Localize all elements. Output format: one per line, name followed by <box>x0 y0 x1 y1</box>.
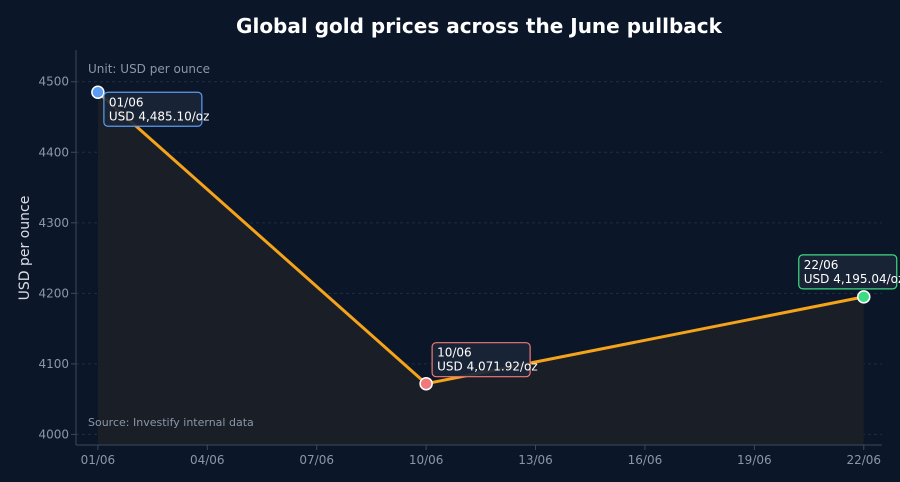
marker-low <box>419 376 433 391</box>
callout-date: 22/06 <box>804 258 839 272</box>
x-tick-label: 04/06 <box>190 453 225 467</box>
callout-box <box>798 254 898 290</box>
y-tick-label: 4400 <box>38 145 69 159</box>
area-under-line <box>97 92 864 446</box>
y-tick-label: 4300 <box>38 216 69 230</box>
series <box>91 85 871 391</box>
x-tick-label: 22/06 <box>846 453 881 467</box>
callout-box <box>103 91 203 127</box>
marker-high <box>91 85 105 100</box>
x-tick-label: 07/06 <box>299 453 334 467</box>
area-fill <box>97 92 864 446</box>
axes: 4000 4100 4200 4300 4400 4500 01/06 04/06 07/06 1… <box>38 50 882 467</box>
x-tick-label: 10/06 <box>409 453 444 467</box>
source-note: Source: Investify internal data <box>88 416 254 429</box>
callout-value: USD 4,195.04/oz <box>804 272 900 286</box>
y-tick-label: 4500 <box>38 75 69 89</box>
chart-title: Global gold prices across the June pullb… <box>236 14 723 38</box>
y-tick-label: 4200 <box>38 286 69 300</box>
marker-latest <box>857 290 871 304</box>
callout-box <box>431 342 531 378</box>
callout-value: USD 4,485.10/oz <box>109 109 210 123</box>
unit-note: Unit: USD per ounce <box>88 62 210 76</box>
y-tick-label: 4100 <box>38 357 69 371</box>
y-axis-label: USD per ounce <box>17 196 33 301</box>
callout-date: 10/06 <box>437 346 472 360</box>
y-tick-label: 4000 <box>38 427 69 441</box>
x-tick-label: 01/06 <box>81 453 116 467</box>
callout-value: USD 4,071.92/oz <box>437 360 538 374</box>
callout-date: 01/06 <box>109 95 144 109</box>
x-tick-label: 13/06 <box>518 453 553 467</box>
x-tick-label: 16/06 <box>628 453 663 467</box>
x-tick-label: 19/06 <box>737 453 772 467</box>
